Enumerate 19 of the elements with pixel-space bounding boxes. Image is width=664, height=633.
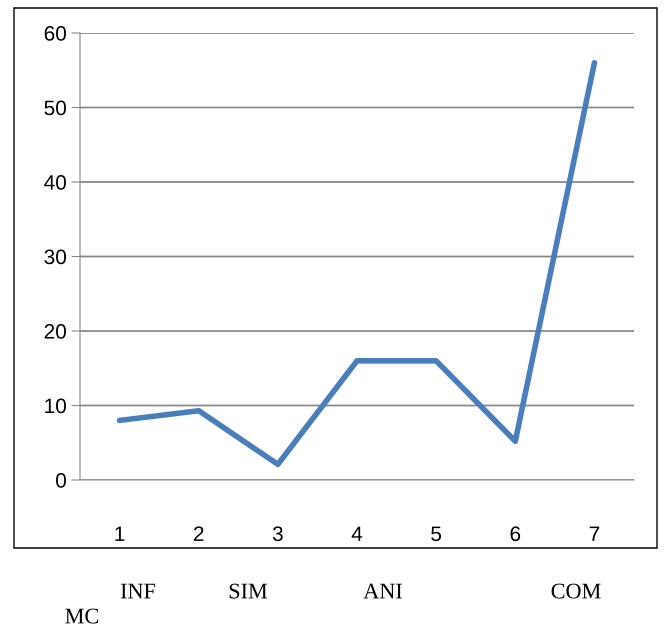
y-tick-label: 20 [44, 324, 66, 339]
text: INF [120, 584, 156, 598]
text: SIM [230, 584, 268, 599]
y-tick-label: 30 [44, 250, 66, 264]
x-tick-label: 2 [194, 526, 204, 541]
y-tick-label: 0 [56, 473, 66, 488]
y-tick-label: 60 [44, 26, 66, 41]
y-tick-label: 40 [44, 175, 66, 190]
y-tick-label: 10 [45, 398, 66, 414]
x-tick-label: 4 [352, 526, 362, 541]
x-tick-label: 7 [590, 526, 600, 541]
text: COM [552, 584, 601, 599]
text: ANI [363, 584, 402, 598]
y-tick-label: 50 [44, 100, 66, 116]
x-tick-label: 3 [272, 526, 283, 542]
text: MC [65, 608, 98, 624]
x-tick-label: 1 [115, 526, 124, 541]
x-tick-label: 6 [510, 526, 520, 542]
x-tick-label: 5 [431, 526, 442, 542]
